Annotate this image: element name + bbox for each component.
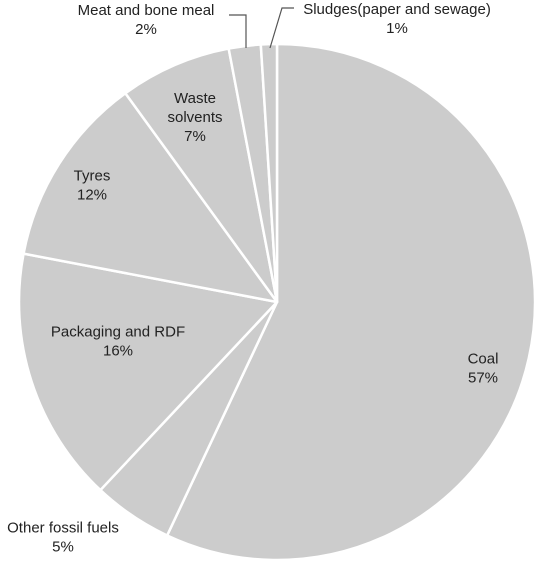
leader-line-sludges-paper-and-sewage [269, 7, 294, 49]
pie-slices [17, 42, 537, 562]
slice-label-packaging-and-rdf: Packaging and RDF 16% [51, 324, 185, 360]
slice-label-tyres: Tyres 12% [74, 168, 111, 204]
slice-label-other-fossil-fuels: Other fossil fuels 5% [7, 520, 119, 556]
leader-lines [229, 7, 294, 49]
slice-label-sludges-paper-and-sewage: Sludges(paper and sewage) 1% [303, 1, 491, 37]
pie-slice-waste-solvents [124, 47, 279, 304]
slice-labels: Coal 57% Other fossil fuels 5% Packaging and… [7, 1, 498, 556]
slice-label-waste-solvents: Waste solvents 7% [167, 90, 222, 145]
slice-label-coal: Coal 57% [468, 351, 499, 387]
leader-line-meat-and-bone-meal [229, 14, 247, 48]
pie-slice-tyres [22, 92, 279, 304]
pie-slice-packaging-and-rdf [17, 252, 279, 492]
pie-slice-sludges-paper-and-sewage [259, 42, 279, 304]
slice-label-meat-and-bone-meal: Meat and bone meal 2% [78, 2, 215, 38]
pie-slice-coal [165, 42, 537, 562]
